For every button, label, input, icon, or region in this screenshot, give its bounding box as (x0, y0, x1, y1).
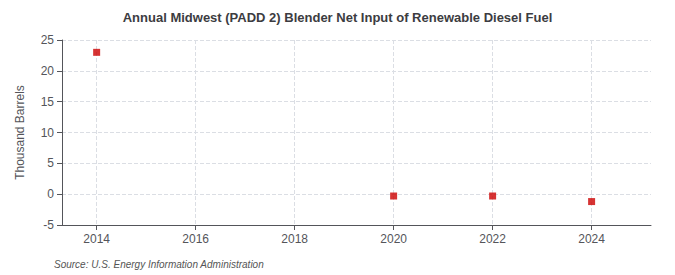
svg-text:2014: 2014 (83, 232, 110, 246)
svg-text:10: 10 (41, 126, 55, 140)
svg-text:20: 20 (41, 64, 55, 78)
svg-text:2020: 2020 (380, 232, 407, 246)
svg-text:25: 25 (41, 33, 55, 47)
svg-text:Thousand Barrels: Thousand Barrels (13, 85, 27, 180)
svg-text:-5: -5 (43, 218, 54, 232)
svg-text:0: 0 (47, 187, 54, 201)
svg-text:2016: 2016 (182, 232, 209, 246)
svg-text:2018: 2018 (281, 232, 308, 246)
svg-text:2022: 2022 (479, 232, 506, 246)
svg-text:15: 15 (41, 95, 55, 109)
svg-text:Annual Midwest (PADD 2) Blende: Annual Midwest (PADD 2) Blender Net Inpu… (123, 10, 553, 25)
svg-text:Source: U.S. Energy Informatio: Source: U.S. Energy Information Administ… (54, 259, 264, 270)
svg-text:5: 5 (47, 156, 54, 170)
svg-text:2024: 2024 (578, 232, 605, 246)
